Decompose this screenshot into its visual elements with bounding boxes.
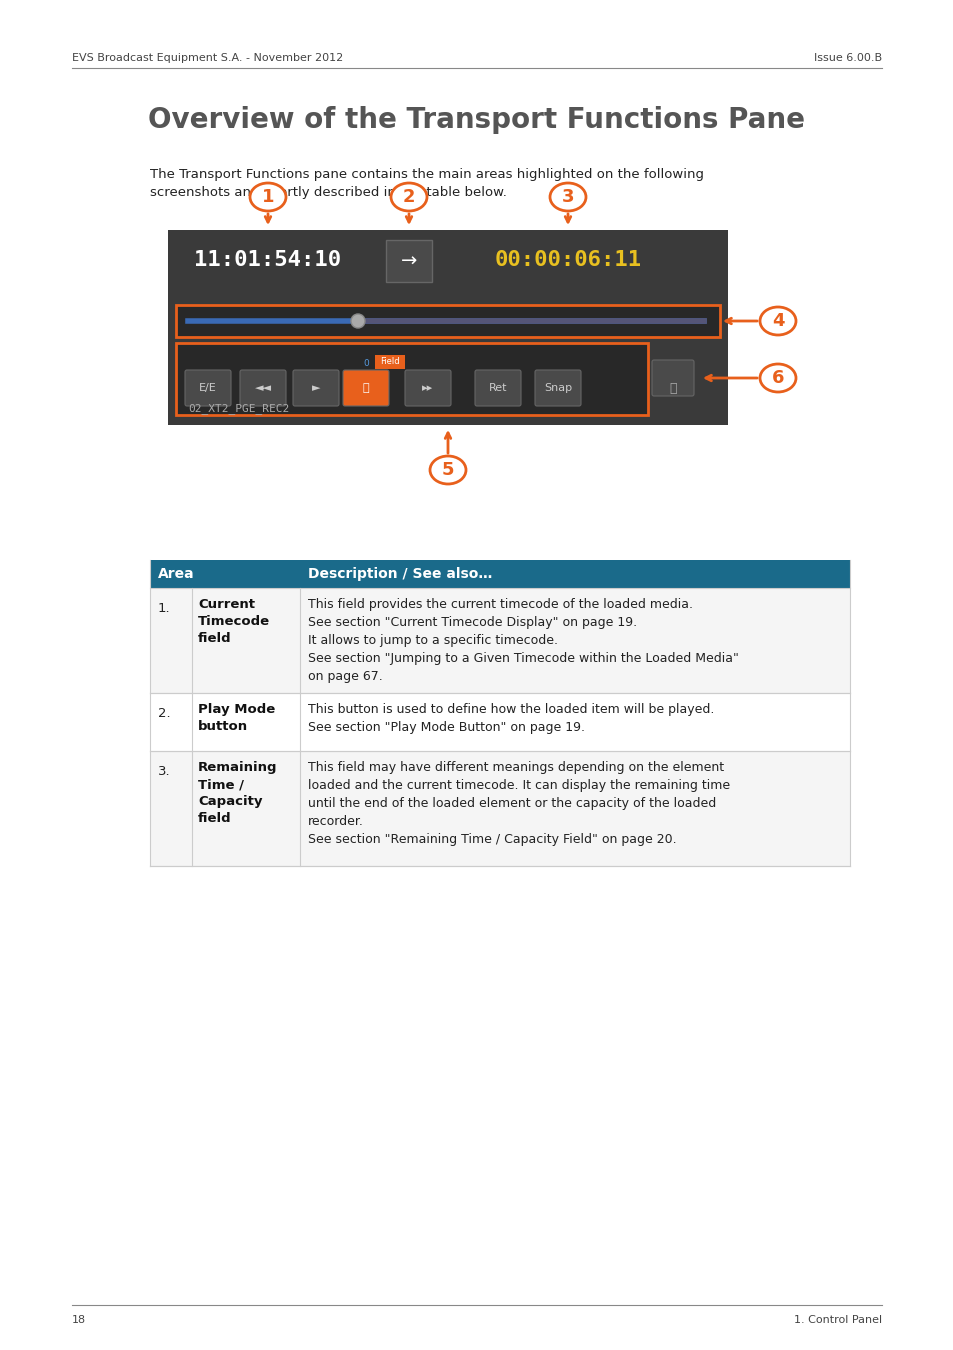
FancyBboxPatch shape	[651, 360, 693, 396]
FancyBboxPatch shape	[150, 560, 849, 589]
Text: 18: 18	[71, 1315, 86, 1324]
FancyBboxPatch shape	[185, 370, 231, 406]
Ellipse shape	[430, 456, 465, 485]
Text: 11:01:54:10: 11:01:54:10	[194, 250, 341, 270]
Text: This field may have different meanings depending on the element
loaded and the c: This field may have different meanings d…	[308, 761, 729, 846]
Text: 0: 0	[363, 359, 369, 367]
Text: 1: 1	[261, 188, 274, 207]
Text: The Transport Functions pane contains the main areas highlighted on the followin: The Transport Functions pane contains th…	[150, 167, 703, 198]
Text: 4: 4	[771, 312, 783, 329]
Text: 1. Control Panel: 1. Control Panel	[793, 1315, 882, 1324]
Text: 2: 2	[402, 188, 415, 207]
Text: This button is used to define how the loaded item will be played.
See section "P: This button is used to define how the lo…	[308, 703, 714, 734]
Ellipse shape	[760, 364, 795, 391]
Text: 2.: 2.	[158, 707, 171, 720]
Text: This field provides the current timecode of the loaded media.
See section "Curre: This field provides the current timecode…	[308, 598, 739, 683]
Ellipse shape	[760, 306, 795, 335]
Text: Description / See also…: Description / See also…	[308, 567, 492, 580]
FancyBboxPatch shape	[168, 230, 727, 425]
Ellipse shape	[250, 184, 286, 211]
FancyBboxPatch shape	[150, 751, 849, 865]
FancyBboxPatch shape	[475, 370, 520, 406]
Text: 6: 6	[771, 369, 783, 387]
FancyBboxPatch shape	[343, 370, 389, 406]
Text: Area: Area	[158, 567, 194, 580]
Text: 📷: 📷	[669, 382, 676, 394]
Text: 5: 5	[441, 460, 454, 479]
Text: Remaining
Time /
Capacity
field: Remaining Time / Capacity field	[198, 761, 277, 825]
Text: 02_XT2_PGE_REC2: 02_XT2_PGE_REC2	[188, 404, 289, 414]
Text: ⏸: ⏸	[362, 383, 369, 393]
Text: Ret: Ret	[488, 383, 507, 393]
Ellipse shape	[550, 184, 585, 211]
FancyBboxPatch shape	[240, 370, 286, 406]
Circle shape	[351, 315, 365, 328]
FancyBboxPatch shape	[150, 589, 849, 693]
Text: Issue 6.00.B: Issue 6.00.B	[813, 53, 882, 63]
Text: EVS Broadcast Equipment S.A. - November 2012: EVS Broadcast Equipment S.A. - November …	[71, 53, 343, 63]
FancyBboxPatch shape	[175, 305, 720, 338]
Text: ►: ►	[312, 383, 320, 393]
FancyBboxPatch shape	[150, 693, 849, 751]
FancyBboxPatch shape	[175, 343, 647, 414]
FancyBboxPatch shape	[293, 370, 338, 406]
Text: →: →	[400, 251, 416, 270]
FancyBboxPatch shape	[386, 240, 432, 282]
Text: Current
Timecode
field: Current Timecode field	[198, 598, 270, 645]
FancyBboxPatch shape	[535, 370, 580, 406]
Text: Overview of the Transport Functions Pane: Overview of the Transport Functions Pane	[149, 107, 804, 134]
Ellipse shape	[391, 184, 427, 211]
Text: ◄◄: ◄◄	[254, 383, 272, 393]
Text: 3: 3	[561, 188, 574, 207]
FancyBboxPatch shape	[375, 355, 405, 369]
Text: Field: Field	[380, 358, 399, 366]
Text: ▸▸: ▸▸	[422, 383, 434, 393]
FancyBboxPatch shape	[405, 370, 451, 406]
Text: Snap: Snap	[543, 383, 572, 393]
Text: 3.: 3.	[158, 765, 171, 778]
Text: 1.: 1.	[158, 602, 171, 616]
Text: Play Mode
button: Play Mode button	[198, 703, 275, 733]
Text: E/E: E/E	[199, 383, 216, 393]
Text: 00:00:06:11: 00:00:06:11	[494, 250, 640, 270]
